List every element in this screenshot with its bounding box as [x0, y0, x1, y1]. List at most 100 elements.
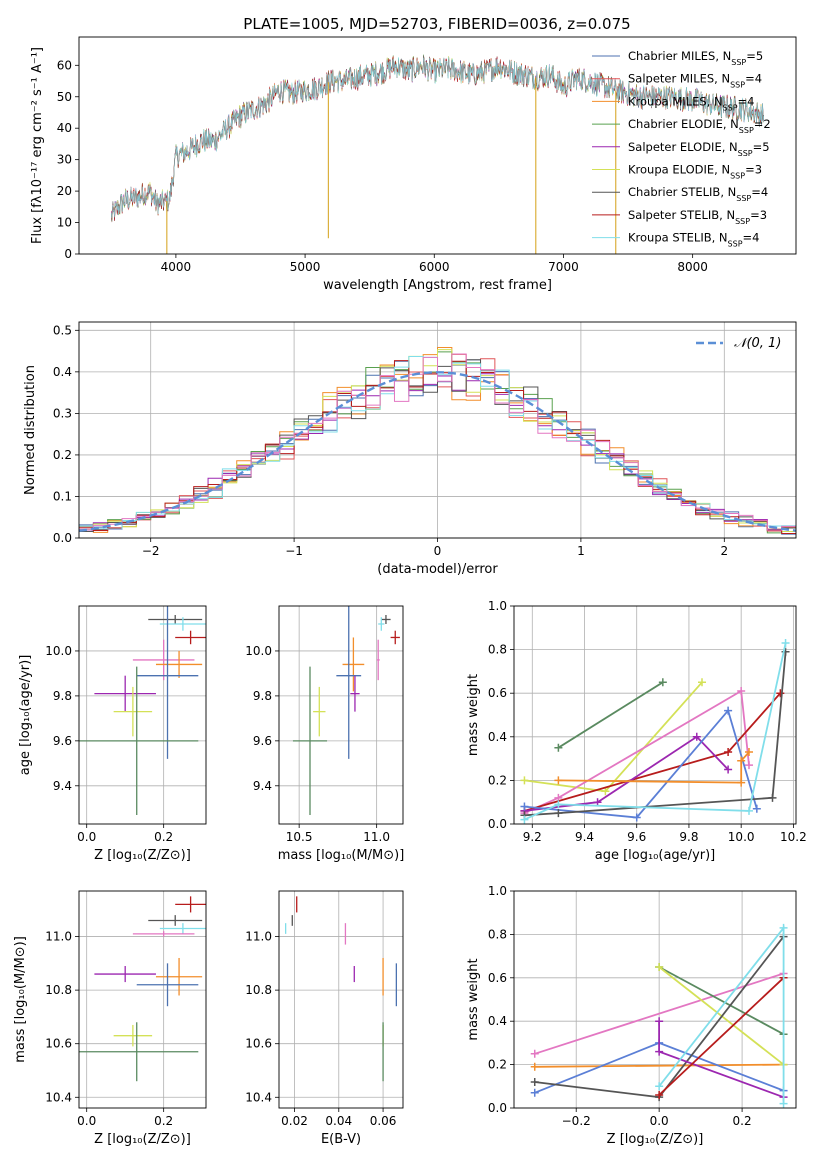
y-tick-label: 0.8 [488, 927, 507, 941]
y-tick-label: 0.0 [488, 817, 507, 831]
axes-frame [278, 890, 404, 1109]
y-tick-label: 30 [57, 153, 72, 167]
axes-frame [78, 321, 797, 539]
y-tick-label: 0.2 [53, 448, 72, 462]
y-tick-label: 0.6 [488, 686, 507, 700]
ebv-mass-panel: 0.02 0.04 0.06 10.4 10.6 10.8 11.0 E(B-V) [245, 890, 404, 1147]
axis-ticks: −2 −1 0 1 2 0.0 0.1 0.2 0.3 0.4 0.5 [53, 323, 728, 558]
legend-label: Kroupa MILES, NSSP=4 [628, 94, 754, 112]
plot-area [530, 923, 788, 1108]
y-tick-label: 0.4 [53, 365, 72, 379]
x-tick-label: 10.5 [286, 830, 313, 844]
series-marker [781, 639, 790, 648]
data-point-errorbar [175, 896, 206, 913]
x-tick-label: 0.02 [281, 1114, 308, 1128]
legend-label: Kroupa ELODIE, NSSP=3 [628, 163, 762, 181]
weight-series [655, 973, 788, 1099]
weight-series [520, 647, 790, 820]
axes-frame [278, 605, 404, 825]
series-marker [530, 1088, 539, 1097]
x-tick-label: −0.2 [562, 1114, 591, 1128]
data-point-errorbar [155, 650, 203, 678]
residual-histogram-panel: −2 −1 0 1 2 0.0 0.1 0.2 0.3 0.4 0.5 (data-model)/er… [23, 321, 797, 577]
x-tick-label: 0 [434, 544, 442, 558]
y-tick-label: 0.4 [488, 1014, 507, 1028]
y-tick-label: 9.4 [53, 779, 72, 793]
data-point-errorbar [336, 606, 362, 759]
series-marker [745, 761, 753, 770]
y-tick-label: 10.6 [45, 1037, 72, 1051]
series-marker [655, 1090, 664, 1099]
axis-ticks: 4000 5000 6000 7000 8000 0 10 20 30 40 50 60 [57, 58, 708, 274]
series-marker [655, 1017, 664, 1026]
data-point-errorbar [148, 614, 203, 624]
y-tick-label: 9.4 [253, 779, 272, 793]
y-tick-label: 0.8 [488, 643, 507, 657]
series-marker [655, 1047, 664, 1056]
data-point-errorbar [292, 666, 328, 816]
x-axis-label: mass [log₁₀(M/M⊙)] [278, 848, 405, 863]
model-spectrum-line [111, 57, 764, 219]
grid [279, 606, 403, 824]
series-marker [779, 923, 788, 932]
x-tick-label: 11.0 [363, 830, 390, 844]
series-marker [724, 748, 733, 757]
data-point-errorbar [175, 630, 206, 645]
series-marker [776, 689, 785, 698]
axes-frame [78, 605, 207, 825]
series-marker [745, 806, 753, 815]
y-tick-label: 10.4 [245, 1090, 272, 1104]
x-tick-label: 9.2 [523, 830, 542, 844]
metallicity-age-panel: 0.0 0.2 9.4 9.6 9.8 10.0 Z [log₁₀(Z/Z⊙)] age [l… [18, 605, 207, 863]
x-axis-label: Z [log₁₀(Z/Z⊙)] [607, 1132, 704, 1147]
series-marker [554, 743, 563, 752]
series-marker [601, 787, 610, 796]
y-tick-label: 0.5 [53, 323, 72, 337]
axis-ticks: 9.2 9.4 9.6 9.8 10.0 10.2 0.0 0.2 0.4 0.6 0.8 1.0 [488, 599, 807, 844]
y-axis-label: mass weight [466, 674, 481, 756]
series-marker [658, 678, 667, 687]
y-tick-label: 1.0 [488, 884, 507, 898]
data-point-errorbar [113, 686, 153, 737]
y-axis-label: age [log₁₀(age/yr)] [18, 655, 33, 776]
axis-ticks: 0.02 0.04 0.06 10.4 10.6 10.8 11.0 [245, 930, 396, 1128]
y-tick-label: 0.4 [488, 730, 507, 744]
series-line [524, 692, 781, 812]
weight-series [520, 639, 790, 824]
data-point-errorbar [378, 617, 385, 631]
series-marker [768, 793, 777, 802]
series-marker [737, 778, 746, 787]
plot-area [284, 896, 398, 1082]
data-point-errorbar [350, 675, 360, 712]
axis-ticks: 0.0 0.2 10.4 10.6 10.8 11.0 [45, 930, 173, 1128]
axes-frame [78, 890, 207, 1109]
x-tick-label: 10.0 [728, 830, 755, 844]
data-point-errorbar [381, 614, 391, 624]
y-tick-label: 40 [57, 121, 72, 135]
weight-series [655, 1017, 788, 1102]
plot-area [292, 606, 400, 816]
plot-area [79, 347, 796, 535]
y-tick-label: 50 [57, 90, 72, 104]
y-tick-label: 9.8 [253, 689, 272, 703]
x-tick-label: 0.2 [154, 1114, 173, 1128]
y-tick-label: 10.8 [45, 983, 72, 997]
series-line [558, 751, 750, 784]
axis-ticks: −0.2 0.0 0.2 0.0 0.2 0.4 0.6 0.8 1.0 [488, 884, 752, 1128]
y-axis-label: Normed distribution [23, 365, 38, 495]
x-axis-label: Z [log₁₀(Z/Z⊙)] [94, 848, 191, 863]
weight-series [655, 962, 788, 1039]
plot-area [79, 606, 206, 816]
x-tick-label: 10.2 [780, 830, 807, 844]
plot-area [79, 896, 206, 1082]
x-tick-label: 5000 [290, 260, 321, 274]
y-tick-label: 10 [57, 216, 72, 230]
y-tick-label: 0.1 [53, 489, 72, 503]
axes-frame [513, 605, 797, 825]
data-point-errorbar [376, 639, 380, 681]
y-tick-label: 10.4 [45, 1090, 72, 1104]
data-point-errorbar [94, 675, 156, 712]
grid [79, 891, 206, 1108]
weight-series [554, 748, 753, 787]
